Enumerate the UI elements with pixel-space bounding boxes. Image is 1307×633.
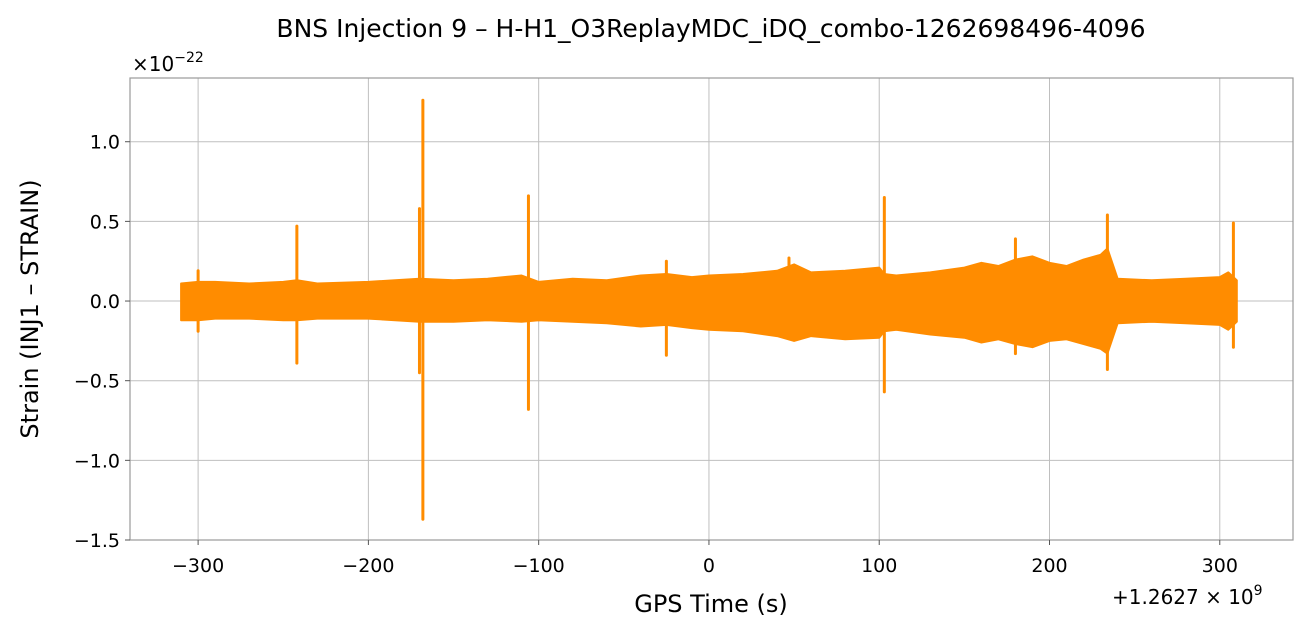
- x-offset-label: +1.2627 × 109: [1112, 583, 1263, 609]
- x-tick-label: 0: [703, 555, 715, 577]
- x-tick-label: 200: [1031, 555, 1067, 577]
- x-tick-label: −100: [513, 555, 565, 577]
- x-tick-label: 100: [861, 555, 897, 577]
- x-axis-label: GPS Time (s): [634, 590, 788, 618]
- x-tick-label: −200: [342, 555, 394, 577]
- x-tick-label: −300: [172, 555, 224, 577]
- y-tick-label: 1.0: [90, 132, 120, 154]
- y-scale-multiplier: ×10−22: [132, 50, 204, 76]
- x-tick-label: 300: [1202, 555, 1238, 577]
- y-tick-label: −0.5: [74, 371, 120, 393]
- y-tick-label: −1.0: [74, 450, 120, 472]
- y-tick-label: 0.0: [90, 291, 120, 313]
- plot-area: [180, 98, 1238, 521]
- strain-envelope: [180, 247, 1238, 355]
- chart-title: BNS Injection 9 – H-H1_O3ReplayMDC_iDQ_c…: [276, 14, 1145, 43]
- y-axis: 1.0 0.5 0.0 −0.5 −1.0 −1.5: [74, 132, 130, 552]
- y-axis-label: Strain (INJ1 – STRAIN): [16, 179, 44, 438]
- x-axis: −300 −200 −100 0 100 200 300: [172, 540, 1238, 577]
- y-tick-label: 0.5: [90, 211, 120, 233]
- axes-frame: [129, 77, 1294, 541]
- y-tick-label: −1.5: [74, 530, 120, 552]
